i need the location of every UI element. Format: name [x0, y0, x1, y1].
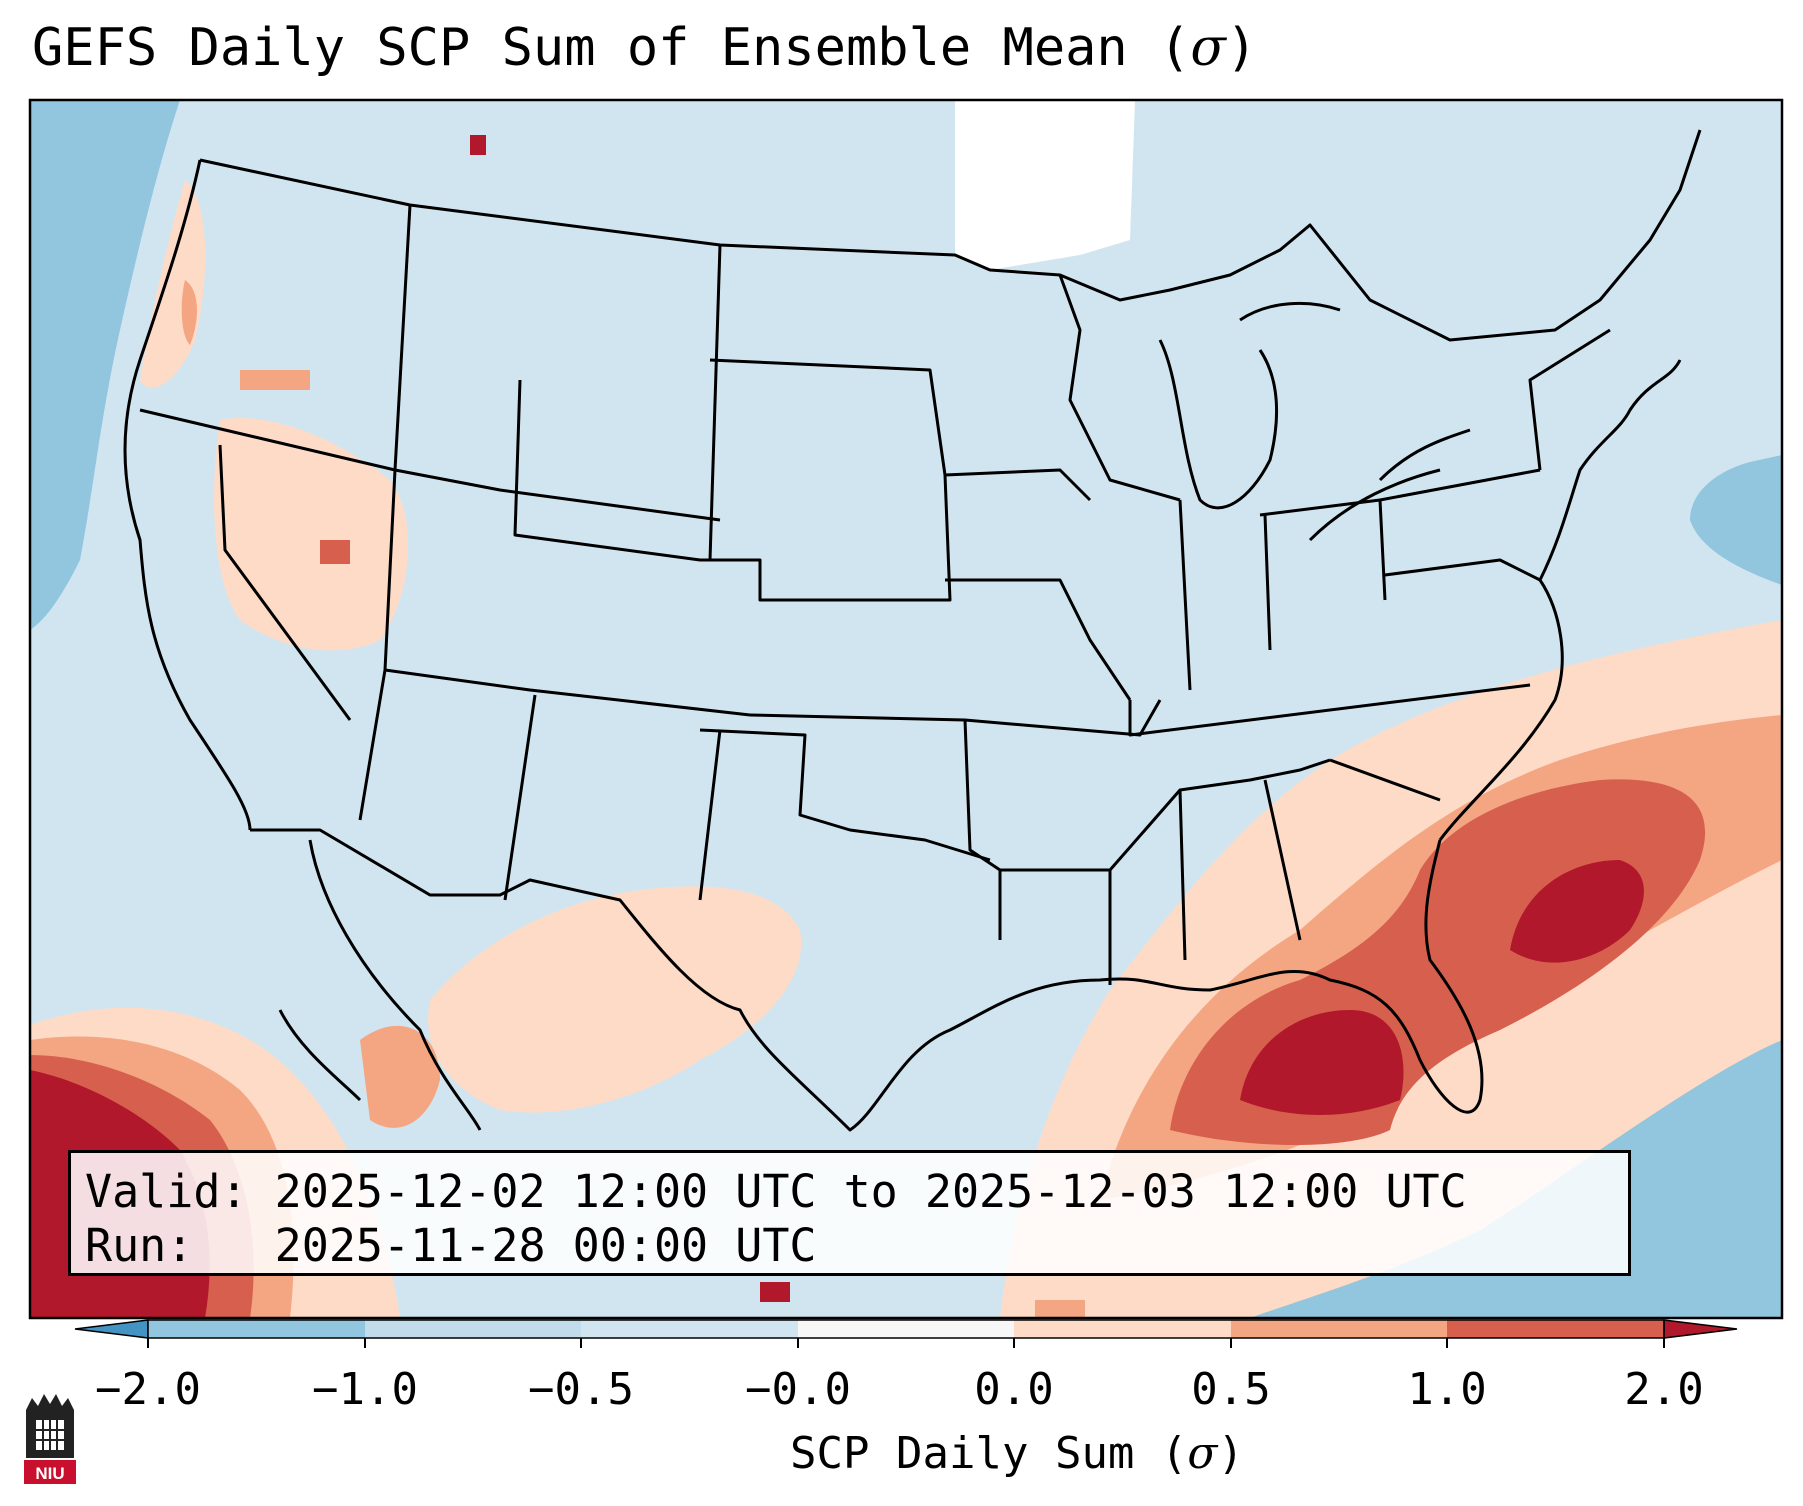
colorbar-segment	[798, 1320, 1014, 1338]
colorbar-segment	[365, 1320, 581, 1338]
colorbar-tick-label: 0.5	[1191, 1364, 1271, 1415]
colorbar-label: SCP Daily Sum (σ)	[790, 1428, 1244, 1479]
scp-field	[30, 100, 1782, 1318]
valid-line: Valid: 2025-12-02 12:00 UTC to 2025-12-0…	[85, 1165, 1467, 1218]
niu-logo-icon: NIU	[24, 1394, 76, 1484]
colorbar-segment	[1014, 1320, 1231, 1338]
colorbar-tick-label: 2.0	[1624, 1364, 1704, 1415]
colorbar-tick-label: −0.0	[745, 1364, 851, 1415]
colorbar-tick-label: 1.0	[1407, 1364, 1487, 1415]
run-line: Run: 2025-11-28 00:00 UTC	[85, 1219, 817, 1272]
colorbar-tick-label: −2.0	[95, 1364, 201, 1415]
map-frame	[28, 98, 1784, 1320]
colorbar-segment	[581, 1320, 798, 1338]
svg-text:NIU: NIU	[35, 1464, 64, 1483]
figure-title: GEFS Daily SCP Sum of Ensemble Mean (σ)	[32, 18, 1258, 78]
colorbar-tick-label: 0.0	[974, 1364, 1054, 1415]
colorbar-tick-label: −1.0	[312, 1364, 418, 1415]
colorbar-segment	[1447, 1320, 1664, 1338]
state-boundaries	[123, 129, 1702, 1132]
colorbar-segment	[1231, 1320, 1447, 1338]
colorbar	[74, 1319, 1738, 1348]
colorbar-segment	[148, 1320, 365, 1338]
colorbar-tick-label: −0.5	[528, 1364, 634, 1415]
colorbar-extend-low	[74, 1319, 149, 1339]
valid-run-info-box: Valid: 2025-12-02 12:00 UTC to 2025-12-0…	[68, 1150, 1631, 1276]
colorbar-extend-high	[1663, 1319, 1738, 1339]
